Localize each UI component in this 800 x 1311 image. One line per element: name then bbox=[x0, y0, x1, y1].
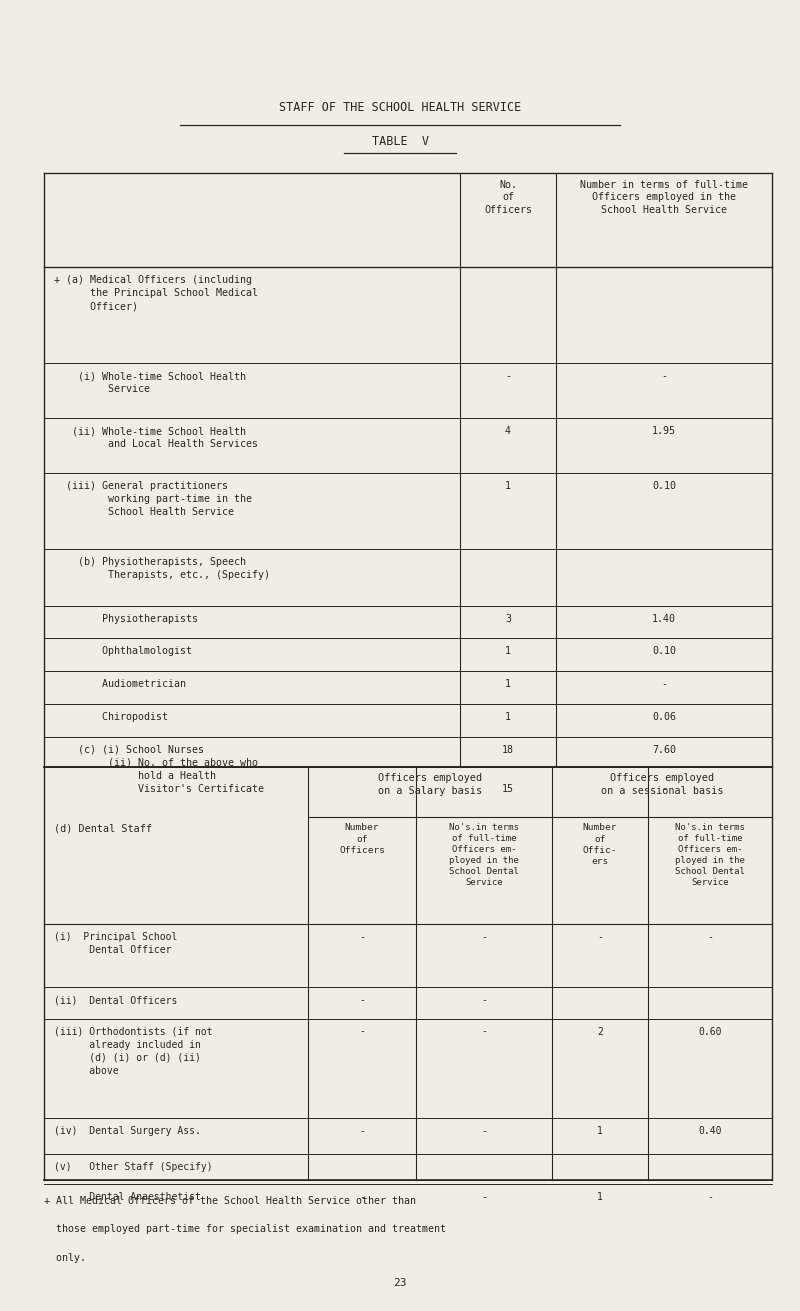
Text: -: - bbox=[597, 932, 603, 943]
Text: 1: 1 bbox=[597, 1126, 603, 1137]
Text: Dental Anaesthetist: Dental Anaesthetist bbox=[54, 1192, 201, 1202]
Text: No.
of
Officers: No. of Officers bbox=[484, 180, 532, 215]
Text: + All Medical Officers of the School Health Service other than: + All Medical Officers of the School Hea… bbox=[44, 1196, 416, 1206]
Text: 3: 3 bbox=[505, 614, 511, 624]
Text: Number
of
Offic-
ers: Number of Offic- ers bbox=[582, 823, 618, 867]
Text: Audiometrician: Audiometrician bbox=[54, 679, 186, 690]
Text: 0.10: 0.10 bbox=[652, 646, 676, 657]
Text: -: - bbox=[481, 1126, 487, 1137]
Text: 0.60: 0.60 bbox=[698, 1027, 722, 1037]
Text: (ii)  Dental Officers: (ii) Dental Officers bbox=[54, 995, 177, 1006]
Text: -: - bbox=[505, 371, 511, 382]
Text: -: - bbox=[359, 995, 365, 1006]
Text: 7.60


-: 7.60 - bbox=[652, 745, 676, 793]
Text: -: - bbox=[359, 932, 365, 943]
Text: 0.06: 0.06 bbox=[652, 712, 676, 722]
Text: 0.40: 0.40 bbox=[698, 1126, 722, 1137]
Text: Ophthalmologist: Ophthalmologist bbox=[54, 646, 192, 657]
Text: (d) Dental Staff: (d) Dental Staff bbox=[54, 823, 152, 834]
Text: (c) (i) School Nurses
         (ii) No. of the above who
              hold a He: (c) (i) School Nurses (ii) No. of the ab… bbox=[54, 745, 264, 793]
Text: (i)  Principal School
      Dental Officer: (i) Principal School Dental Officer bbox=[54, 932, 177, 956]
Text: 23: 23 bbox=[394, 1278, 406, 1289]
Text: -: - bbox=[359, 1027, 365, 1037]
Text: Number
of
Officers: Number of Officers bbox=[339, 823, 385, 855]
Text: (b) Physiotherapists, Speech
         Therapists, etc., (Specify): (b) Physiotherapists, Speech Therapists,… bbox=[54, 557, 270, 581]
Text: + (a) Medical Officers (including
      the Principal School Medical
      Offic: + (a) Medical Officers (including the Pr… bbox=[54, 275, 258, 312]
Text: only.: only. bbox=[44, 1253, 86, 1264]
Text: -: - bbox=[707, 932, 713, 943]
Text: 1: 1 bbox=[505, 646, 511, 657]
Text: (i) Whole-time School Health
         Service: (i) Whole-time School Health Service bbox=[54, 371, 246, 395]
Text: -: - bbox=[481, 932, 487, 943]
Text: -: - bbox=[359, 1126, 365, 1137]
Text: 1.40: 1.40 bbox=[652, 614, 676, 624]
Text: 0.10: 0.10 bbox=[652, 481, 676, 492]
Text: No's.in terms
of full-time
Officers em-
ployed in the
School Dental
Service: No's.in terms of full-time Officers em- … bbox=[675, 823, 745, 888]
Text: No's.in terms
of full-time
Officers em-
ployed in the
School Dental
Service: No's.in terms of full-time Officers em- … bbox=[449, 823, 519, 888]
Text: (ii) Whole-time School Health
         and Local Health Services: (ii) Whole-time School Health and Local … bbox=[54, 426, 258, 450]
Text: 1: 1 bbox=[505, 679, 511, 690]
Text: Chiropodist: Chiropodist bbox=[54, 712, 168, 722]
Text: -: - bbox=[481, 995, 487, 1006]
Text: 4: 4 bbox=[505, 426, 511, 437]
Text: 1: 1 bbox=[505, 481, 511, 492]
Text: -: - bbox=[359, 1192, 365, 1202]
Text: those employed part-time for specialist examination and treatment: those employed part-time for specialist … bbox=[44, 1224, 446, 1235]
Text: (iii) General practitioners
         working part-time in the
         School He: (iii) General practitioners working part… bbox=[54, 481, 251, 518]
Text: Number in terms of full-time
Officers employed in the
School Health Service: Number in terms of full-time Officers em… bbox=[580, 180, 748, 215]
Text: Officers employed
on a sessional basis: Officers employed on a sessional basis bbox=[601, 773, 723, 796]
Text: STAFF OF THE SCHOOL HEALTH SERVICE: STAFF OF THE SCHOOL HEALTH SERVICE bbox=[279, 101, 521, 114]
Text: (iii) Orthodontists (if not
      already included in
      (d) (i) or (d) (ii)
: (iii) Orthodontists (if not already incl… bbox=[54, 1027, 212, 1075]
Text: -: - bbox=[707, 1192, 713, 1202]
Text: 1: 1 bbox=[597, 1192, 603, 1202]
Text: 2: 2 bbox=[597, 1027, 603, 1037]
Text: -: - bbox=[661, 371, 667, 382]
Text: TABLE  V: TABLE V bbox=[371, 135, 429, 148]
Text: (iv)  Dental Surgery Ass.: (iv) Dental Surgery Ass. bbox=[54, 1126, 201, 1137]
Text: 18


15: 18 15 bbox=[502, 745, 514, 793]
Text: -: - bbox=[481, 1027, 487, 1037]
Text: -: - bbox=[661, 679, 667, 690]
Text: 1: 1 bbox=[505, 712, 511, 722]
Text: (v)   Other Staff (Specify): (v) Other Staff (Specify) bbox=[54, 1162, 212, 1172]
Text: Physiotherapists: Physiotherapists bbox=[54, 614, 198, 624]
Text: Officers employed
on a Salary basis: Officers employed on a Salary basis bbox=[378, 773, 482, 796]
Text: 1.95: 1.95 bbox=[652, 426, 676, 437]
Text: -: - bbox=[481, 1192, 487, 1202]
